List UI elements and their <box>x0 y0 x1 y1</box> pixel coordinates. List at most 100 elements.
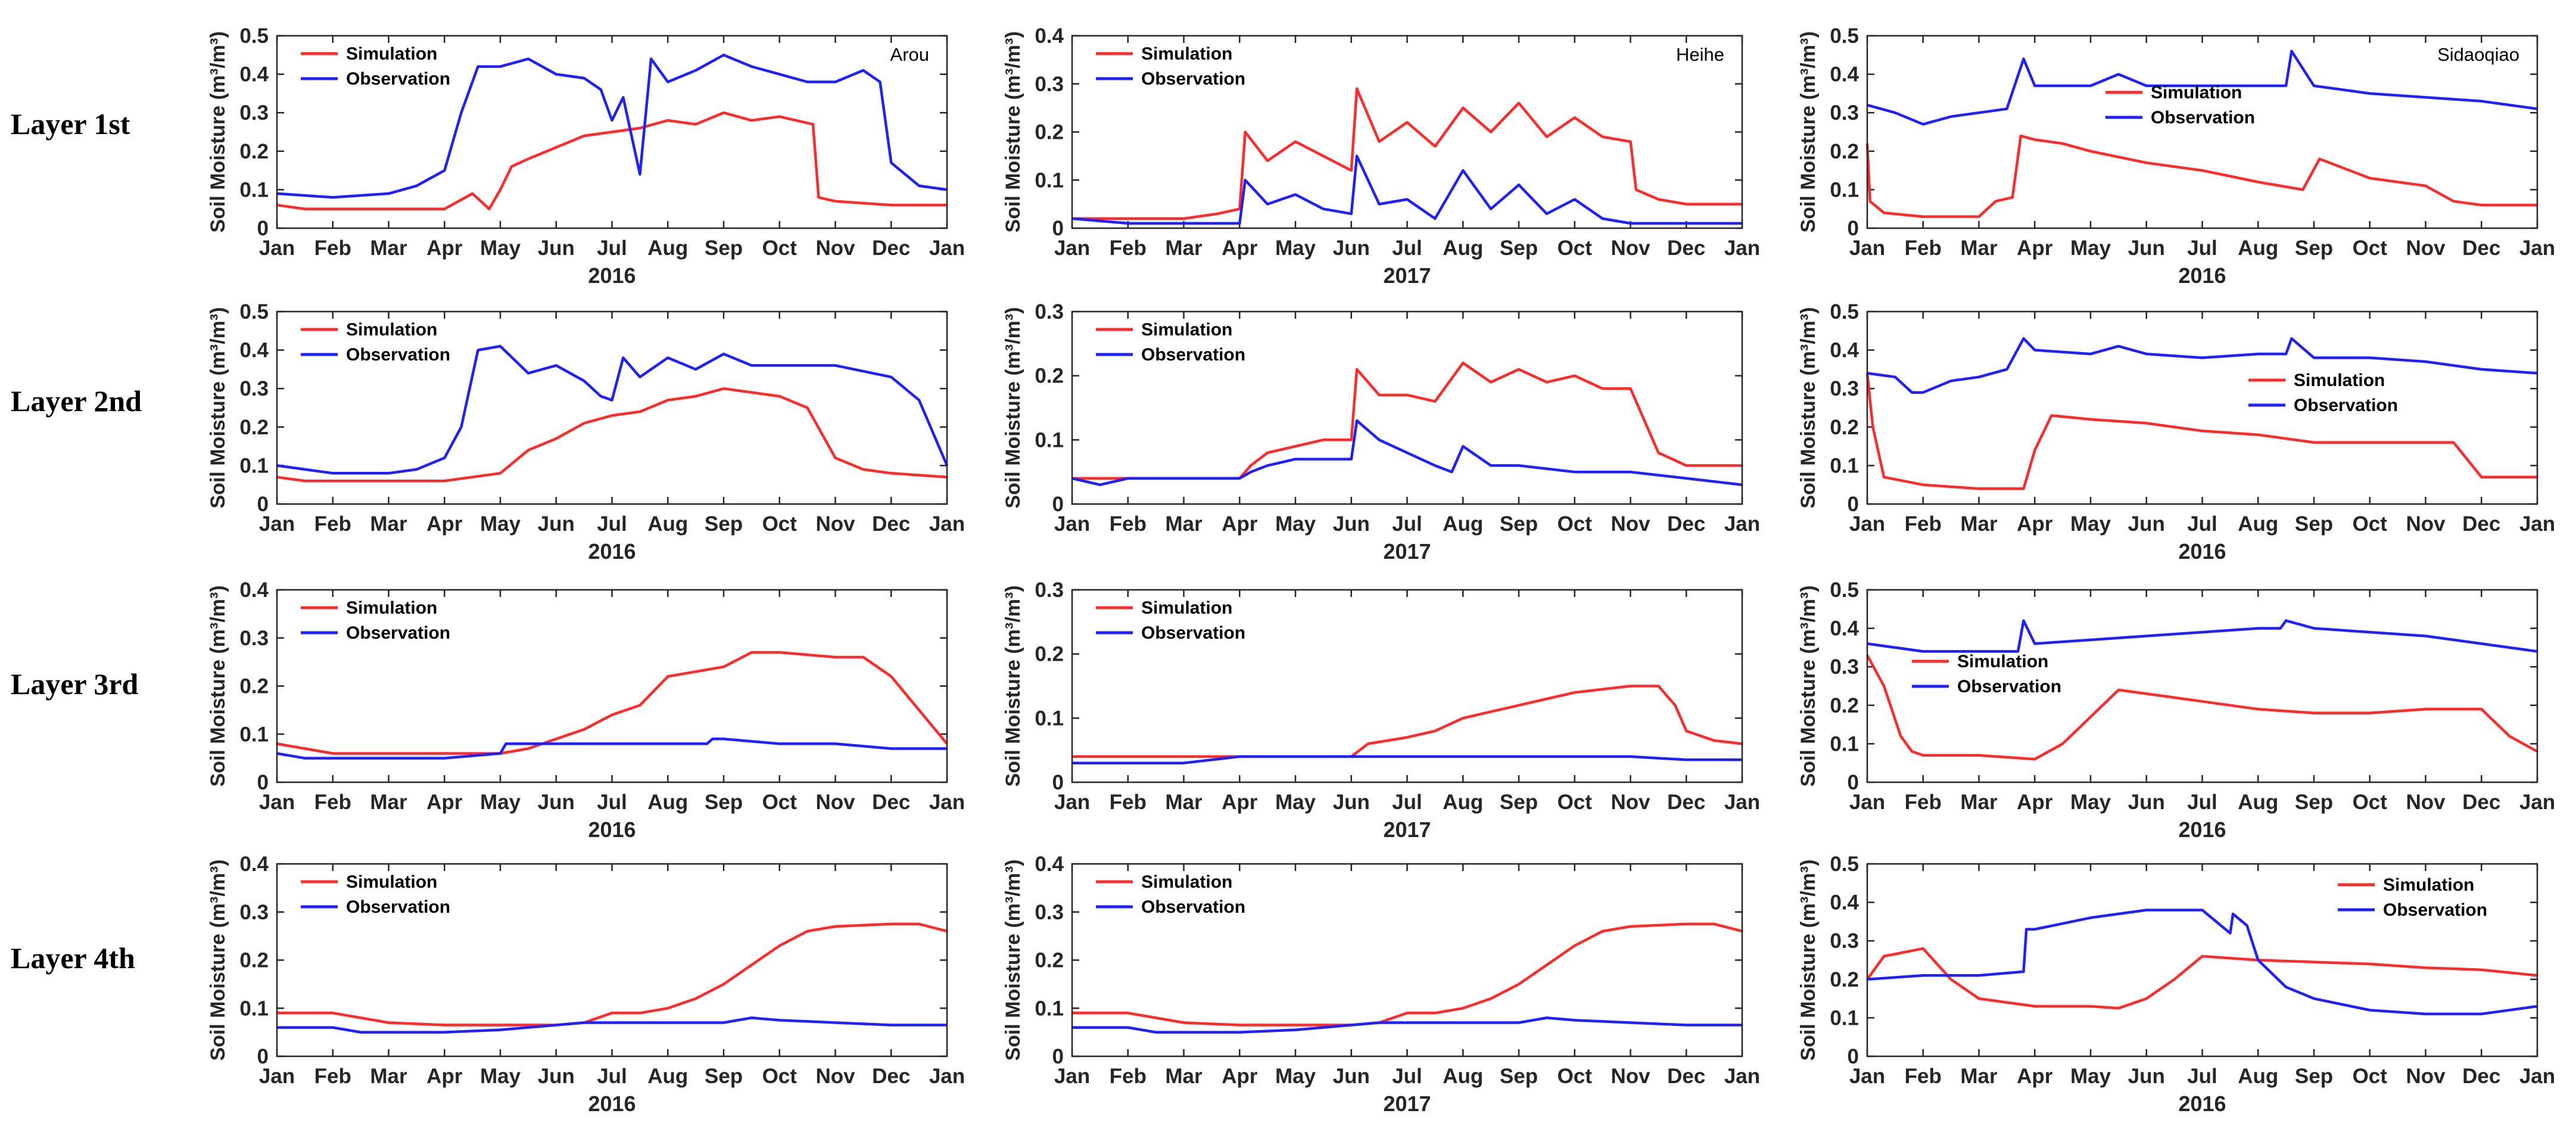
y-tick-label: 0.5 <box>239 24 269 48</box>
x-tick-label: Aug <box>1443 512 1483 536</box>
y-tick-label: 0.3 <box>1830 929 1859 953</box>
x-tick-label: Sep <box>2295 791 2333 814</box>
x-tick-label: Apr <box>426 237 463 260</box>
legend-label-simulation: Simulation <box>346 598 437 618</box>
x-axis-year-label: 2016 <box>2178 1091 2226 1116</box>
x-tick-label: Aug <box>2238 512 2278 536</box>
x-tick-label: Jan <box>929 237 965 260</box>
row-label-layer-2: Layer 2nd <box>11 384 142 418</box>
legend-label-observation: Observation <box>2294 396 2398 415</box>
y-tick-label: 0.2 <box>239 949 269 972</box>
y-tick-label: 0 <box>1848 771 1859 794</box>
y-tick-label: 0.4 <box>239 853 269 876</box>
x-tick-label: Feb <box>314 1065 351 1088</box>
x-tick-label: Mar <box>1165 1065 1203 1088</box>
y-tick-label: 0.4 <box>1035 853 1064 876</box>
x-tick-label: Apr <box>2017 237 2053 260</box>
legend-label-observation: Observation <box>346 345 450 365</box>
x-tick-label: Jan <box>1849 512 1885 536</box>
chart-panel-r0c0: 0 0.1 0.2 0.3 0.4 0.5 Jan Feb Mar Apr May Jun Jul Aug… <box>207 24 965 288</box>
x-tick-label: Nov <box>2406 791 2446 814</box>
y-tick-label: 0.3 <box>239 627 269 650</box>
x-tick-label: Jun <box>2128 237 2165 260</box>
x-tick-label: Sep <box>705 237 743 260</box>
plot-frame <box>1071 310 1743 505</box>
y-tick-label: 0 <box>1052 217 1064 240</box>
y-tick-label: 0.2 <box>1035 121 1064 144</box>
x-tick-label: Oct <box>762 237 798 260</box>
x-tick-label: Sep <box>705 512 743 536</box>
x-tick-label: Dec <box>2462 791 2500 814</box>
y-tick-label: 0.4 <box>1830 617 1859 640</box>
x-tick-label: Jun <box>1333 237 1370 260</box>
y-tick-label: 0.2 <box>239 416 269 439</box>
site-label: Arou <box>890 44 929 65</box>
legend: Simulation Observation <box>1096 320 1245 365</box>
y-axis-label: Soil Moisture (m³/m³) <box>1002 585 1024 786</box>
x-tick-label: Jun <box>2128 512 2165 536</box>
x-tick-label: Jun <box>2128 1065 2165 1088</box>
x-tick-label: Oct <box>762 791 798 814</box>
x-tick-label: Feb <box>1110 237 1147 260</box>
y-axis-label: Soil Moisture (m³/m³) <box>1002 307 1024 508</box>
x-axis-year-label: 2016 <box>588 263 636 288</box>
y-tick-label: 0 <box>1052 493 1064 516</box>
x-tick-label: Jul <box>597 512 627 536</box>
series-line-observation <box>1867 337 2538 394</box>
x-tick-label: Mar <box>370 1065 407 1088</box>
x-tick-label: May <box>2070 512 2111 536</box>
series-line-observation <box>1072 755 1742 764</box>
x-tick-label: Jan <box>259 237 295 260</box>
x-tick-label: Jun <box>538 512 575 536</box>
legend-label-observation: Observation <box>346 69 450 89</box>
x-tick-label: Apr <box>1222 791 1258 814</box>
x-tick-label: Jan <box>929 791 965 814</box>
chart-panels: 0 0.1 0.2 0.3 0.4 0.5 Jan Feb Mar Apr May Jun Jul Aug… <box>207 24 2555 1116</box>
x-tick-label: Jun <box>1333 1065 1370 1088</box>
legend-label-observation: Observation <box>1957 677 2061 696</box>
plot-frame <box>276 35 948 229</box>
y-tick-label: 0.3 <box>1035 901 1064 924</box>
x-tick-label: Apr <box>2017 512 2053 536</box>
x-tick-label: May <box>2070 791 2111 814</box>
legend: Simulation Observation <box>1096 872 1245 917</box>
x-tick-label: Apr <box>426 791 463 814</box>
x-tick-label: Aug <box>647 237 688 260</box>
x-tick-label: Oct <box>2353 512 2388 536</box>
y-tick-label: 0.5 <box>1830 853 1859 876</box>
legend-label-observation: Observation <box>346 897 450 917</box>
x-tick-label: May <box>2070 1065 2111 1088</box>
y-tick-label: 0.4 <box>1830 891 1859 915</box>
y-tick-label: 0.3 <box>1830 101 1859 125</box>
x-tick-label: Nov <box>1611 512 1650 536</box>
x-tick-label: Mar <box>370 791 407 814</box>
x-tick-label: Jan <box>1724 791 1760 814</box>
x-tick-label: Sep <box>2295 512 2333 536</box>
x-tick-label: Feb <box>1905 512 1942 536</box>
series-line-simulation <box>276 387 948 483</box>
legend-label-simulation: Simulation <box>2151 83 2242 102</box>
y-axis-label: Soil Moisture (m³/m³) <box>207 859 229 1060</box>
y-tick-label: 0.1 <box>1035 169 1064 192</box>
row-labels: Layer 1st Layer 2nd Layer 3rd Layer 4th <box>11 107 142 975</box>
x-tick-label: Aug <box>647 512 688 536</box>
legend-label-simulation: Simulation <box>1141 44 1232 64</box>
y-axis-label: Soil Moisture (m³/m³) <box>1797 585 1820 786</box>
x-tick-label: Oct <box>2353 237 2388 260</box>
x-tick-label: Jun <box>2128 791 2165 814</box>
x-tick-label: Oct <box>1558 791 1593 814</box>
legend-label-simulation: Simulation <box>1141 320 1232 340</box>
y-tick-label: 0 <box>1848 1045 1859 1068</box>
x-tick-label: Feb <box>1905 791 1942 814</box>
y-tick-label: 0.1 <box>239 178 269 201</box>
y-tick-label: 0.2 <box>239 675 269 698</box>
x-tick-label: Apr <box>1222 1065 1258 1088</box>
legend: Simulation Observation <box>2338 875 2487 920</box>
x-tick-label: Jan <box>1849 237 1885 260</box>
x-axis-year-label: 2017 <box>1383 817 1431 842</box>
legend-label-simulation: Simulation <box>2294 371 2385 390</box>
y-tick-label: 0.3 <box>1035 579 1064 602</box>
x-tick-label: Jul <box>597 791 627 814</box>
x-tick-label: Jul <box>2187 1065 2217 1088</box>
y-tick-label: 0.4 <box>239 579 269 602</box>
